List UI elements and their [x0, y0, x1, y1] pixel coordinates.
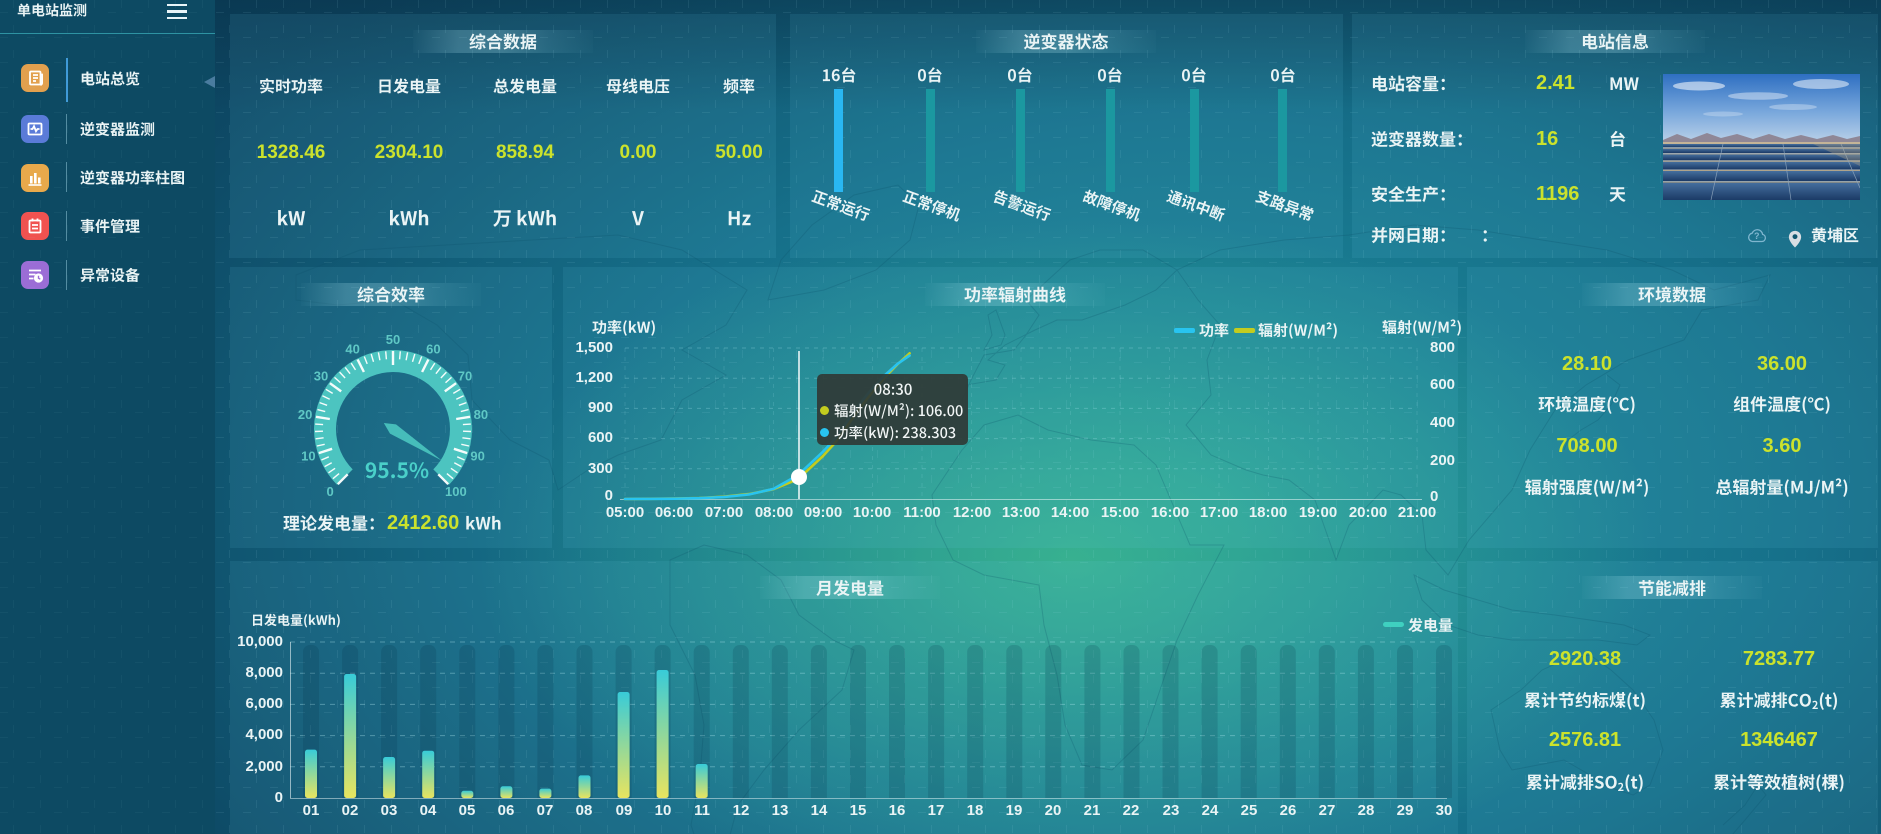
- svg-text:70: 70: [458, 369, 472, 384]
- svg-text:90: 90: [470, 449, 484, 464]
- svg-text:80: 80: [474, 407, 488, 422]
- svg-text:40: 40: [345, 342, 359, 357]
- svg-text:100: 100: [445, 484, 467, 499]
- svg-text:30: 30: [314, 369, 328, 384]
- svg-text:?: ?: [1754, 231, 1760, 241]
- svg-text:0: 0: [326, 484, 333, 499]
- svg-text:60: 60: [426, 342, 440, 357]
- svg-text:20: 20: [298, 407, 312, 422]
- svg-text:10: 10: [301, 449, 315, 464]
- svg-text:50: 50: [386, 332, 400, 347]
